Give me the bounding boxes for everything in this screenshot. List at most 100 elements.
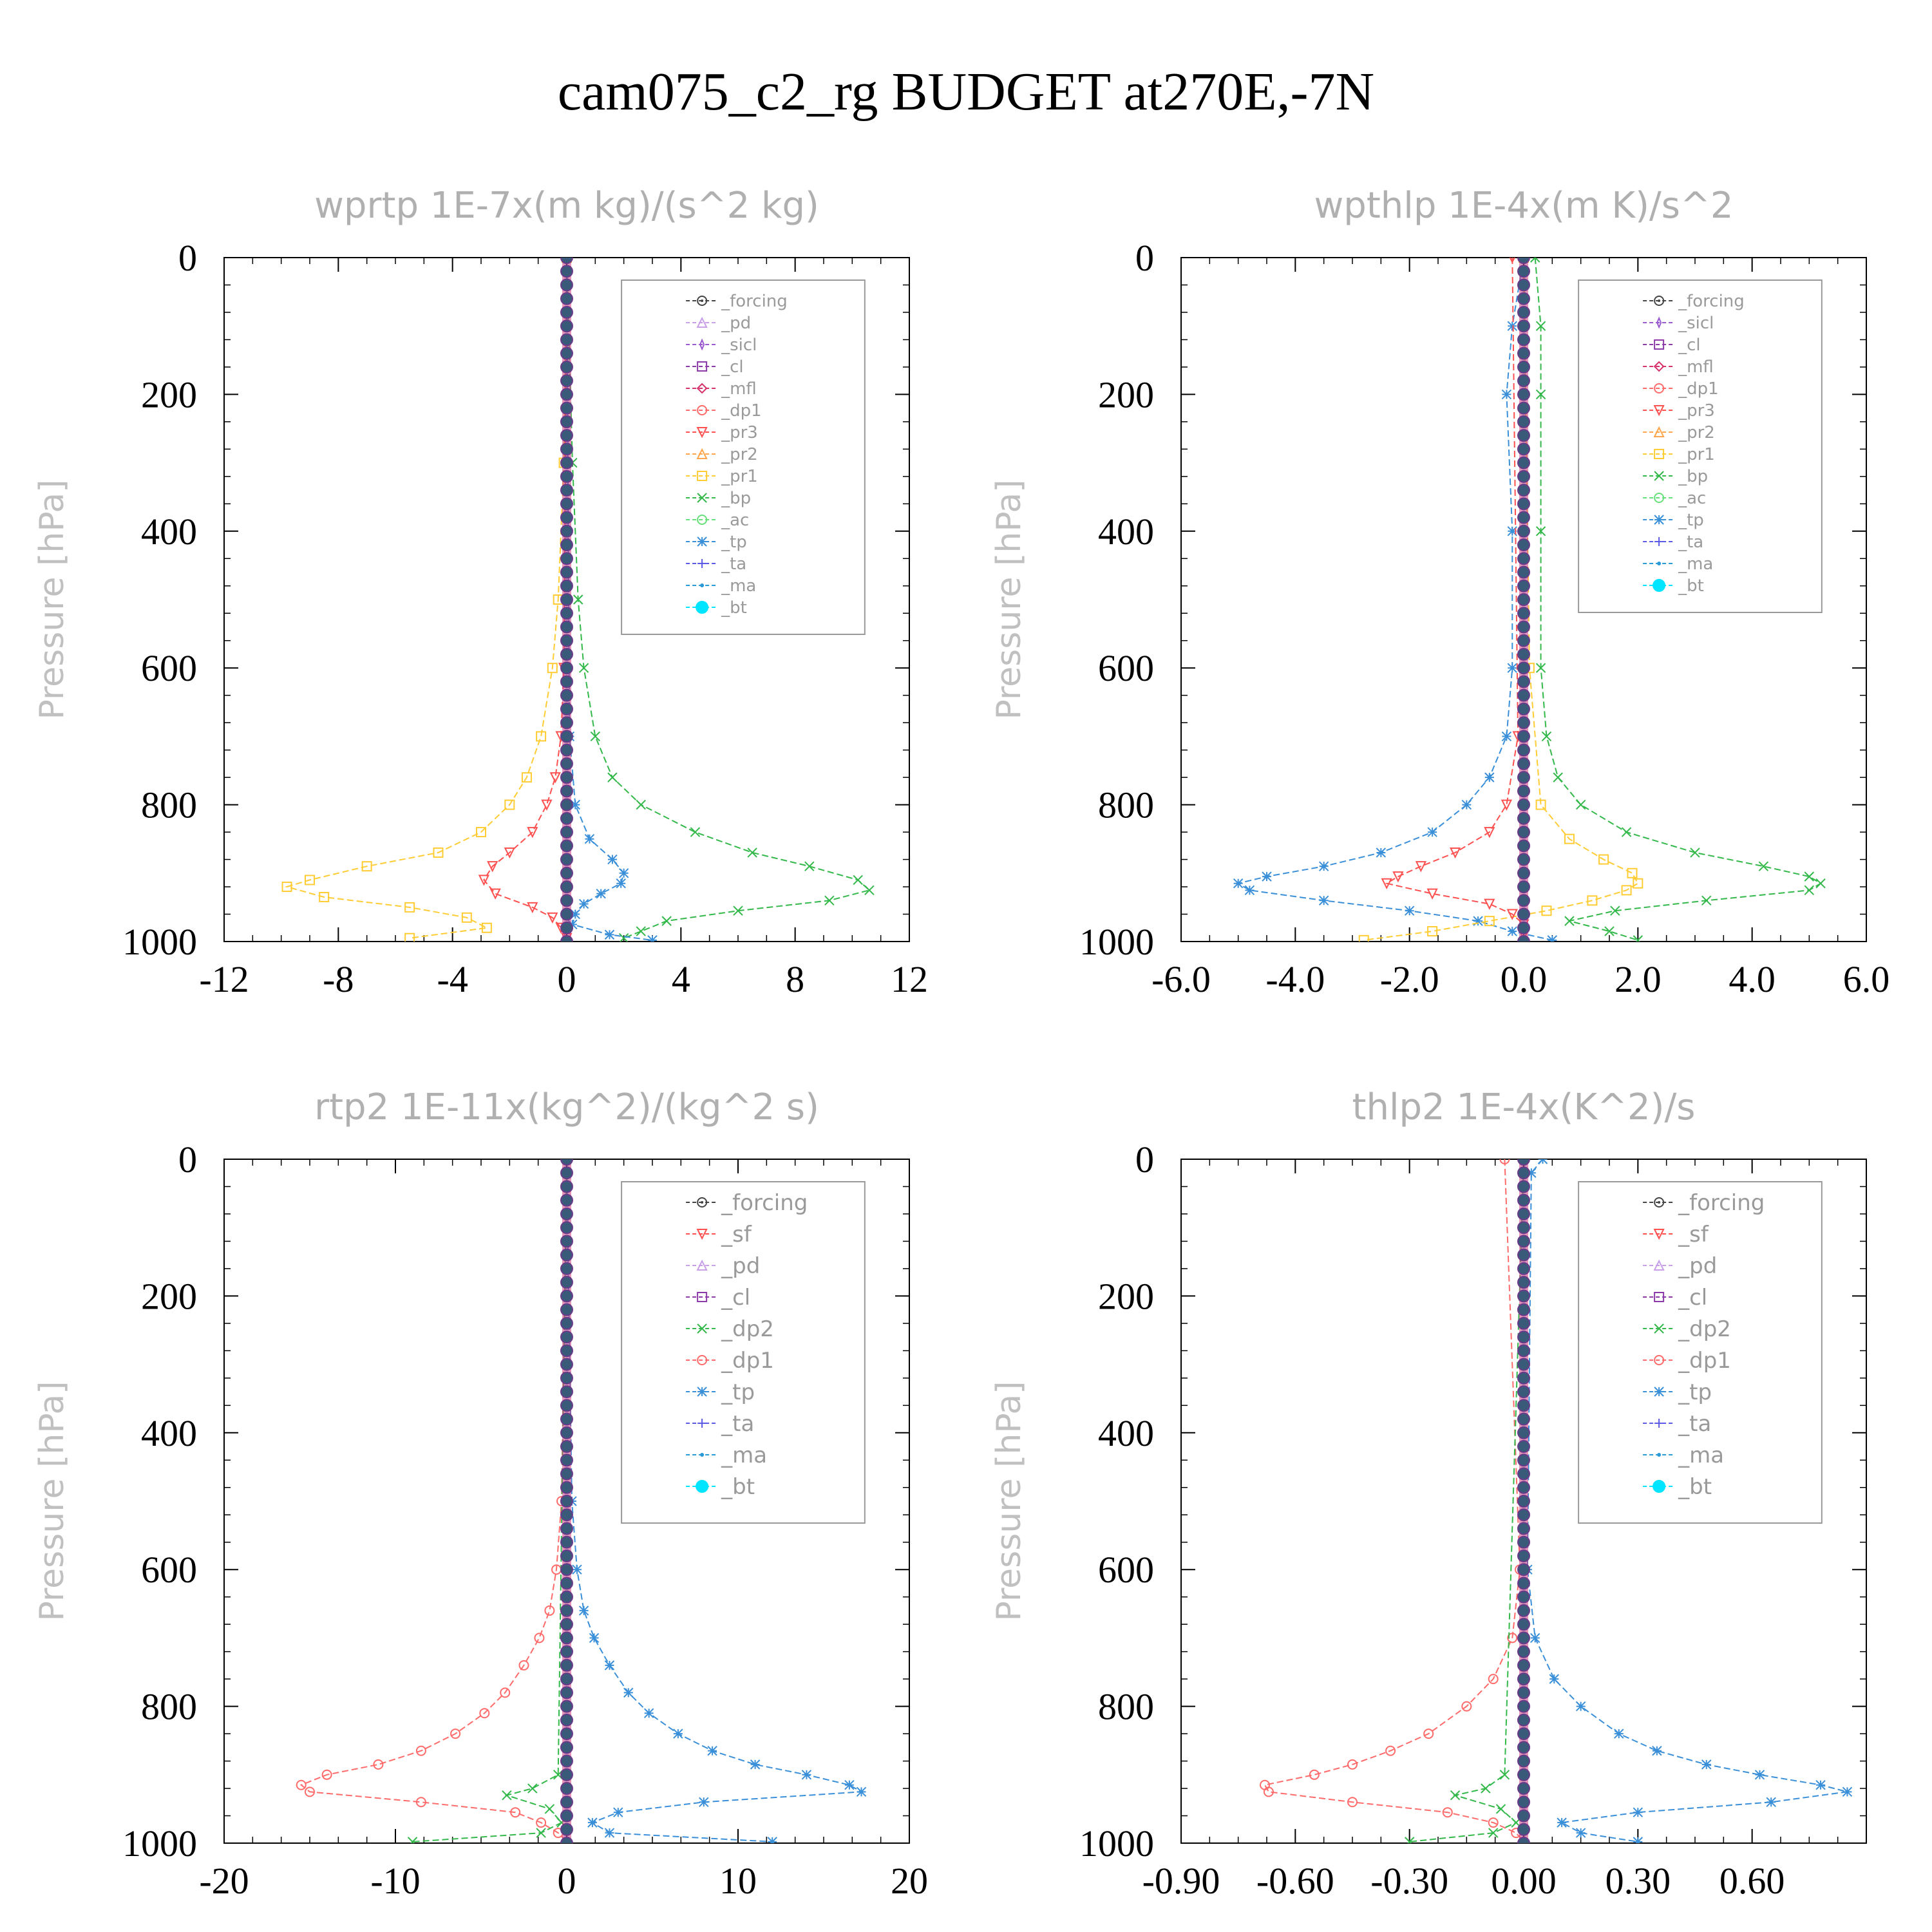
x-tick-label: -20 [199, 1860, 249, 1902]
legend-item: _ma [1643, 1443, 1724, 1468]
data-point [1517, 484, 1530, 497]
data-point [1517, 1495, 1530, 1508]
data-point [1376, 848, 1387, 858]
legend-item: _sf [1643, 1222, 1709, 1247]
data-point [1541, 905, 1552, 916]
data-point [1517, 894, 1530, 907]
panel-title: rtp2 1E-11x(kg^2)/(kg^2 s) [314, 1086, 819, 1128]
data-point [478, 875, 490, 886]
data-point [1517, 401, 1530, 415]
data-point [1358, 934, 1369, 942]
data-point [560, 292, 573, 305]
data-point [1758, 861, 1769, 871]
y-tick-label: 0 [1135, 1139, 1154, 1180]
data-point [1517, 1235, 1530, 1248]
legend-item: _ac [686, 511, 749, 530]
y-tick-label: 400 [1098, 511, 1154, 553]
data-point [1654, 471, 1664, 481]
legend-label: _pd [1678, 1253, 1717, 1279]
data-point [1501, 731, 1512, 742]
x-tick-label: -4.0 [1265, 958, 1325, 1000]
data-point [560, 743, 573, 757]
panel-title: wprtp 1E-7x(m kg)/(s^2 kg) [314, 185, 819, 227]
data-point [560, 784, 573, 798]
legend-label: _bt [1678, 576, 1704, 596]
data-point [489, 888, 501, 900]
data-point [560, 1590, 573, 1604]
y-tick-label: 200 [141, 374, 197, 415]
data-point [801, 1770, 812, 1780]
legend-label: _pr3 [721, 423, 758, 442]
data-point [1517, 360, 1530, 374]
data-point [1517, 292, 1530, 305]
series-forcing [560, 1159, 573, 1843]
series-line [1236, 258, 1553, 941]
data-point [1517, 524, 1530, 538]
data-point [1517, 921, 1530, 934]
data-point [1517, 552, 1530, 565]
data-point [1575, 1701, 1586, 1712]
legend-item: _sicl [686, 336, 757, 355]
data-point [521, 772, 532, 783]
legend-box [1578, 279, 1823, 613]
data-point [623, 1687, 634, 1698]
data-point [560, 661, 573, 675]
data-point [560, 1303, 573, 1316]
data-point [1450, 1790, 1461, 1801]
legend-item: _bt [1643, 576, 1704, 596]
data-point [673, 1728, 683, 1739]
data-point [587, 1817, 598, 1828]
data-point [1499, 1770, 1510, 1780]
legend-label: _ac [721, 511, 749, 530]
data-point [1347, 1759, 1358, 1770]
data-point [560, 360, 573, 374]
data-point [1517, 388, 1530, 401]
data-point [1654, 515, 1664, 525]
legend-item: _tp [1643, 1379, 1712, 1405]
data-point [696, 316, 708, 328]
data-point [1517, 511, 1530, 524]
data-point [560, 565, 573, 579]
data-point [1517, 702, 1530, 715]
data-point [461, 912, 472, 923]
data-point [560, 634, 573, 647]
data-point [824, 895, 835, 905]
data-point [1553, 772, 1563, 782]
series-pr1 [281, 258, 572, 942]
data-point [1535, 321, 1546, 331]
legend-label: _dp1 [721, 401, 762, 421]
legend: _forcing _sf _pd _cl _dp2 _dp1 _tp _ta _ma _bt [621, 1181, 866, 1524]
data-point [1653, 1229, 1665, 1240]
data-point [560, 1727, 573, 1741]
data-point [560, 1331, 573, 1344]
data-point [1517, 620, 1530, 634]
data-point [560, 1344, 573, 1358]
data-point [604, 1660, 615, 1671]
data-point [560, 1809, 573, 1823]
data-point [305, 1786, 315, 1797]
data-point [1309, 1769, 1320, 1780]
series-pr3 [478, 258, 573, 942]
data-point [1517, 1590, 1530, 1604]
legend-item: _forcing [1643, 1190, 1765, 1216]
legend-label: _dp1 [1678, 1348, 1731, 1374]
data-point [1517, 1276, 1530, 1289]
data-point [699, 1797, 709, 1807]
data-point [1654, 1355, 1665, 1365]
legend-item: _ta [686, 554, 746, 574]
legend-item: _bt [1643, 1474, 1712, 1500]
x-tick-label: -2.0 [1380, 958, 1439, 1000]
x-tick-label: -6.0 [1151, 958, 1211, 1000]
data-point [1517, 607, 1530, 620]
data-point [1564, 833, 1575, 844]
x-tick-label: -8 [323, 958, 354, 1000]
legend-label: _tp [1678, 511, 1704, 530]
data-point [1517, 716, 1530, 730]
data-point [1517, 1440, 1530, 1454]
legend-label: _cl [721, 1285, 750, 1311]
data-point [747, 848, 757, 858]
data-point [1517, 1385, 1530, 1399]
data-point [1517, 305, 1530, 319]
figure-title: cam075_c2_rg BUDGET at270E,-7N [558, 62, 1374, 122]
data-point [1495, 1804, 1506, 1814]
